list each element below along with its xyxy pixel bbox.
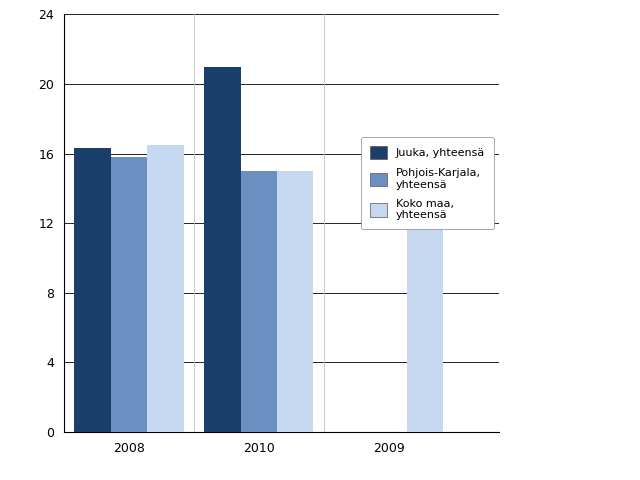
Bar	[111, 157, 147, 432]
Bar	[147, 145, 184, 432]
Bar	[74, 148, 111, 432]
Legend: Juuka, yhteensä, Pohjois-Karjala,
yhteensä, Koko maa,
yhteensä: Juuka, yhteensä, Pohjois-Karjala, yhteen…	[361, 137, 493, 229]
Bar	[241, 171, 277, 432]
Bar	[277, 171, 314, 432]
Bar	[407, 145, 444, 432]
Bar	[204, 67, 241, 432]
